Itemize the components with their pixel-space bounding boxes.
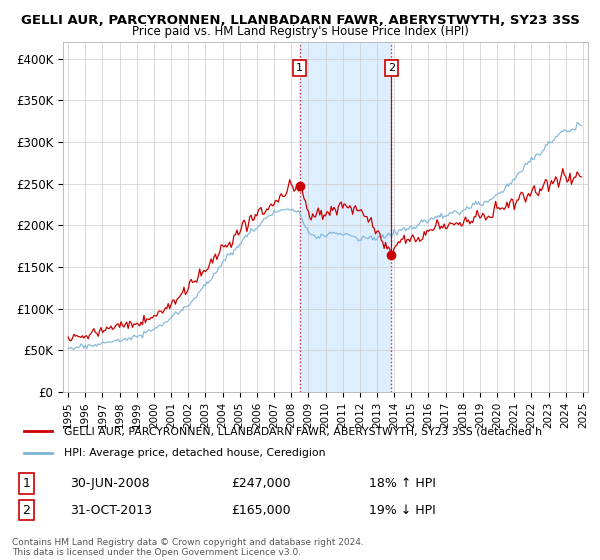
Text: GELLI AUR, PARCYRONNEN, LLANBADARN FAWR, ABERYSTWYTH, SY23 3SS (detached h: GELLI AUR, PARCYRONNEN, LLANBADARN FAWR,… (64, 426, 542, 436)
Text: Price paid vs. HM Land Registry's House Price Index (HPI): Price paid vs. HM Land Registry's House … (131, 25, 469, 38)
Text: 30-JUN-2008: 30-JUN-2008 (70, 477, 149, 490)
Text: HPI: Average price, detached house, Ceredigion: HPI: Average price, detached house, Cere… (64, 449, 325, 459)
Text: 1: 1 (296, 63, 303, 73)
Text: 2: 2 (22, 503, 31, 517)
Text: Contains HM Land Registry data © Crown copyright and database right 2024.
This d: Contains HM Land Registry data © Crown c… (12, 538, 364, 557)
Bar (300, 42, 391, 392)
Text: 2: 2 (388, 63, 395, 73)
Text: £247,000: £247,000 (231, 477, 290, 490)
Text: 1: 1 (22, 477, 31, 490)
Text: £165,000: £165,000 (231, 503, 290, 517)
Text: 18% ↑ HPI: 18% ↑ HPI (369, 477, 436, 490)
Text: GELLI AUR, PARCYRONNEN, LLANBADARN FAWR, ABERYSTWYTH, SY23 3SS: GELLI AUR, PARCYRONNEN, LLANBADARN FAWR,… (20, 14, 580, 27)
Text: 31-OCT-2013: 31-OCT-2013 (70, 503, 152, 517)
Text: 19% ↓ HPI: 19% ↓ HPI (369, 503, 436, 517)
